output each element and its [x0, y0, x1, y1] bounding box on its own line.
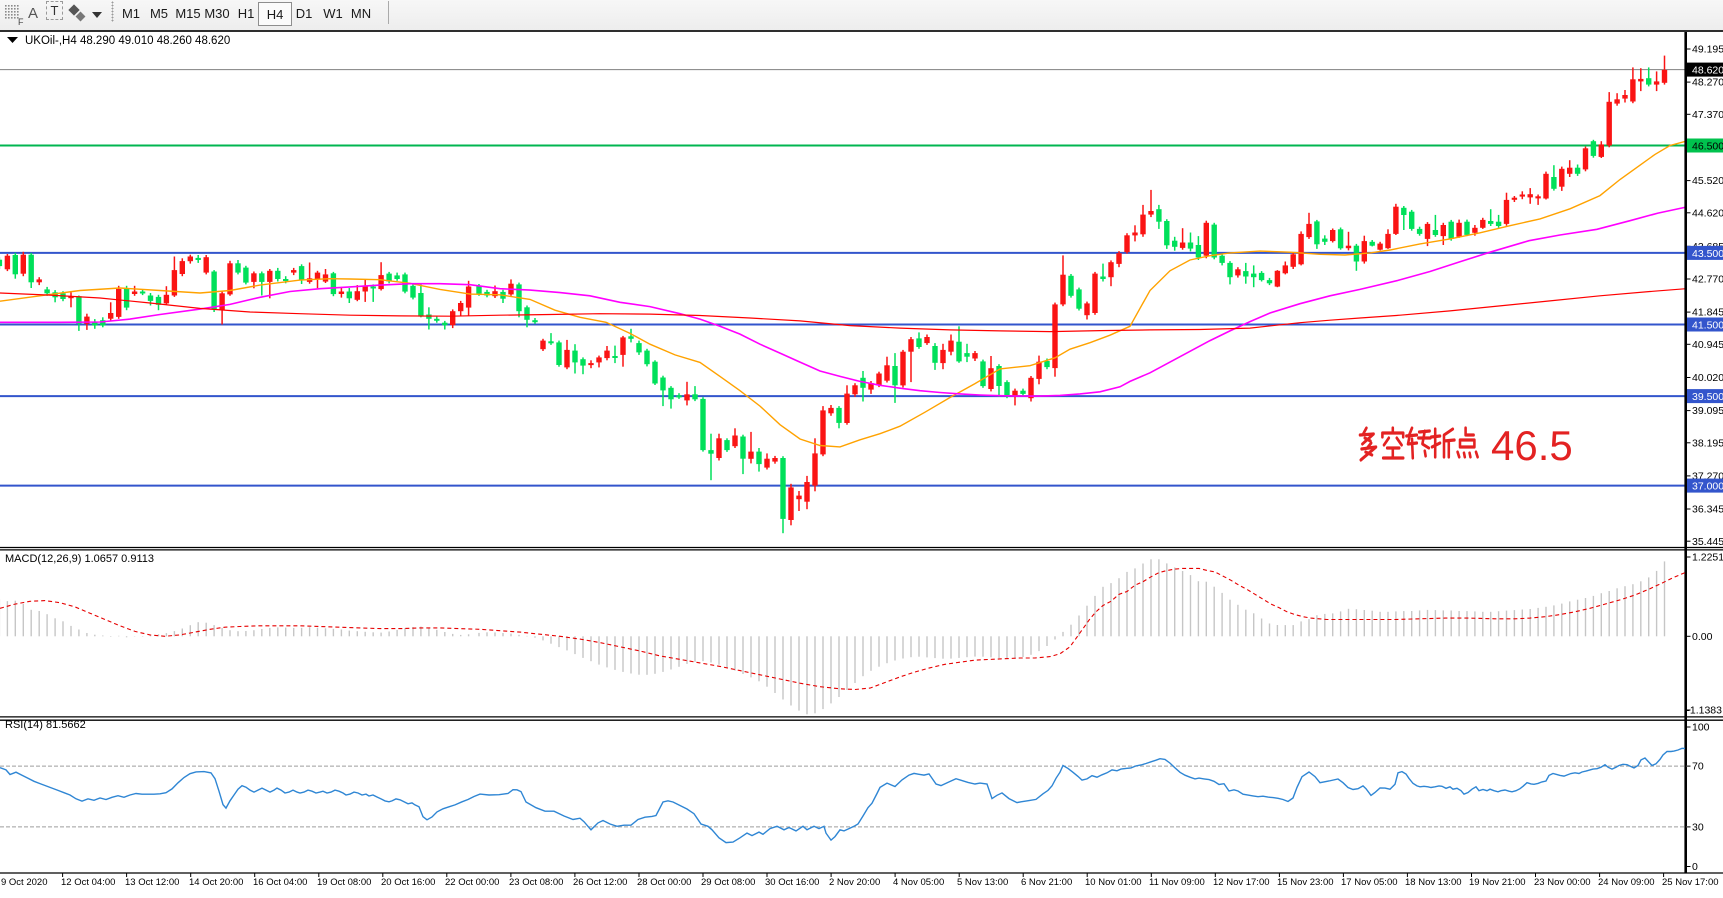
svg-text:44.620: 44.620 — [1692, 207, 1723, 219]
svg-text:22 Oct 00:00: 22 Oct 00:00 — [445, 877, 499, 888]
svg-text:18 Nov 13:00: 18 Nov 13:00 — [1405, 877, 1462, 888]
svg-text:2 Nov 20:00: 2 Nov 20:00 — [829, 877, 880, 888]
svg-text:11 Nov 09:00: 11 Nov 09:00 — [1149, 877, 1205, 888]
svg-text:0.00: 0.00 — [1692, 631, 1713, 643]
svg-text:41.500: 41.500 — [1692, 320, 1723, 332]
svg-text:5 Nov 13:00: 5 Nov 13:00 — [957, 877, 1008, 888]
svg-text:1.2251: 1.2251 — [1692, 552, 1723, 564]
svg-text:10 Nov 01:00: 10 Nov 01:00 — [1085, 877, 1142, 888]
svg-text:16 Oct 04:00: 16 Oct 04:00 — [253, 877, 307, 888]
svg-text:19 Nov 21:00: 19 Nov 21:00 — [1469, 877, 1526, 888]
svg-text:43.500: 43.500 — [1692, 248, 1723, 260]
svg-text:40.020: 40.020 — [1692, 372, 1723, 384]
svg-text:41.845: 41.845 — [1692, 307, 1723, 319]
svg-text:UKOil-,H4 48.290 49.010 48.26: UKOil-,H4 48.290 49.010 48.260 48.620 — [25, 35, 230, 47]
svg-text:30: 30 — [1692, 821, 1704, 833]
svg-text:29 Oct 08:00: 29 Oct 08:00 — [701, 877, 755, 888]
svg-text:23 Oct 08:00: 23 Oct 08:00 — [509, 877, 563, 888]
svg-text:20 Oct 16:00: 20 Oct 16:00 — [381, 877, 435, 888]
svg-text:40.945: 40.945 — [1692, 339, 1723, 351]
svg-text:25 Nov 17:00: 25 Nov 17:00 — [1662, 877, 1719, 888]
svg-text:0: 0 — [1692, 861, 1698, 873]
svg-text:36.345: 36.345 — [1692, 504, 1723, 516]
svg-text:47.370: 47.370 — [1692, 109, 1723, 121]
svg-text:12 Oct 04:00: 12 Oct 04:00 — [61, 877, 115, 888]
svg-text:15 Nov 23:00: 15 Nov 23:00 — [1277, 877, 1334, 888]
svg-text:-1.1383: -1.1383 — [1686, 705, 1722, 717]
svg-text:12 Nov 17:00: 12 Nov 17:00 — [1213, 877, 1270, 888]
svg-text:39.500: 39.500 — [1692, 391, 1723, 403]
svg-text:F: F — [18, 17, 24, 27]
svg-text:4 Nov 05:00: 4 Nov 05:00 — [893, 877, 944, 888]
svg-text:35.445: 35.445 — [1692, 536, 1723, 548]
svg-text:28 Oct 00:00: 28 Oct 00:00 — [637, 877, 691, 888]
svg-text:14 Oct 20:00: 14 Oct 20:00 — [189, 877, 243, 888]
svg-text:MACD(12,26,9) 1.0657 0.9113: MACD(12,26,9) 1.0657 0.9113 — [5, 553, 154, 565]
svg-text:46.5: 46.5 — [1491, 422, 1573, 469]
svg-text:RSI(14) 81.5662: RSI(14) 81.5662 — [5, 719, 86, 731]
svg-text:48.620: 48.620 — [1692, 65, 1723, 77]
svg-text:23 Nov 00:00: 23 Nov 00:00 — [1534, 877, 1591, 888]
svg-text:19 Oct 08:00: 19 Oct 08:00 — [317, 877, 371, 888]
svg-text:38.195: 38.195 — [1692, 437, 1723, 449]
svg-text:17 Nov 05:00: 17 Nov 05:00 — [1341, 877, 1398, 888]
svg-text:24 Nov 09:00: 24 Nov 09:00 — [1598, 877, 1655, 888]
svg-text:9 Oct 2020: 9 Oct 2020 — [1, 877, 47, 888]
svg-text:48.270: 48.270 — [1692, 77, 1723, 89]
svg-text:26 Oct 12:00: 26 Oct 12:00 — [573, 877, 627, 888]
svg-text:39.095: 39.095 — [1692, 405, 1723, 417]
svg-text:42.770: 42.770 — [1692, 274, 1723, 286]
svg-text:49.195: 49.195 — [1692, 44, 1723, 56]
svg-text:46.500: 46.500 — [1692, 141, 1723, 153]
svg-text:37.000: 37.000 — [1692, 481, 1723, 493]
svg-text:6 Nov 21:00: 6 Nov 21:00 — [1021, 877, 1072, 888]
svg-text:100: 100 — [1692, 722, 1710, 734]
svg-text:70: 70 — [1692, 761, 1704, 773]
svg-text:45.520: 45.520 — [1692, 175, 1723, 187]
svg-text:13 Oct 12:00: 13 Oct 12:00 — [125, 877, 179, 888]
svg-text:30 Oct 16:00: 30 Oct 16:00 — [765, 877, 819, 888]
